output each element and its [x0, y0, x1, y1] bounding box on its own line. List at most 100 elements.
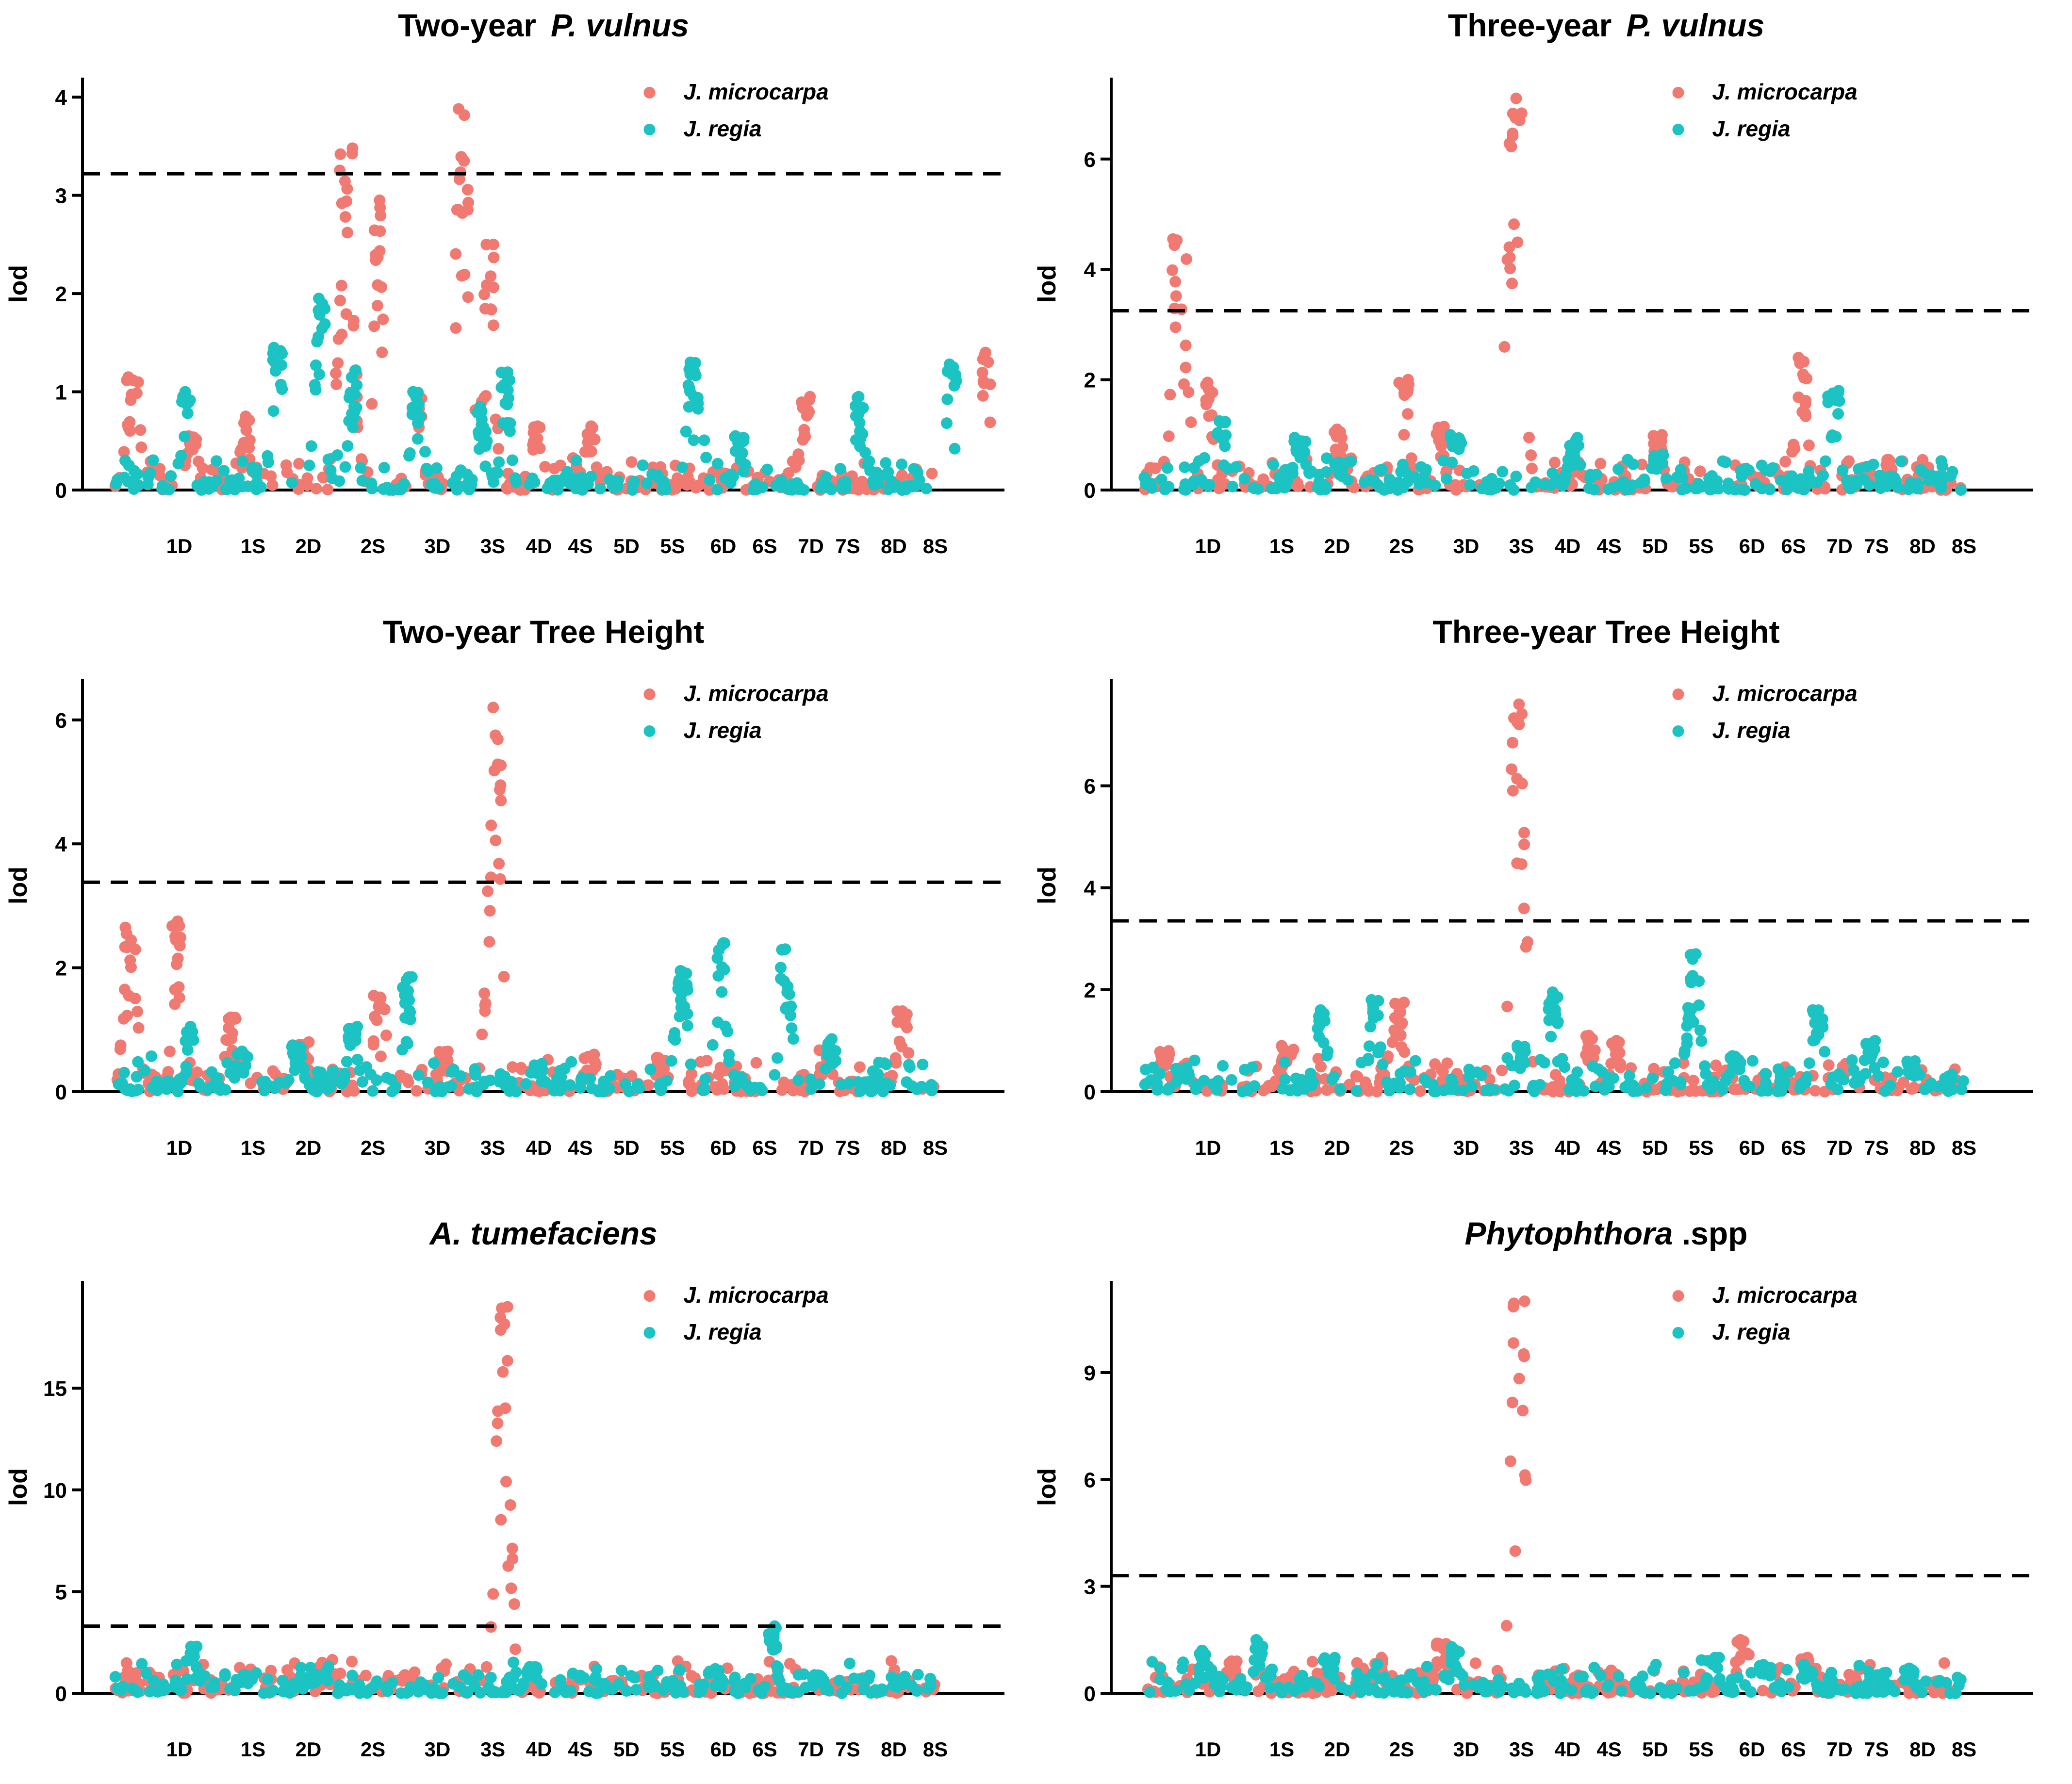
data-point [386, 1085, 398, 1097]
x-tick-label: 2S [1389, 1136, 1414, 1159]
peak-point [341, 195, 353, 207]
data-point [1522, 936, 1534, 948]
data-point [140, 1668, 152, 1680]
peak-point [289, 1064, 301, 1076]
data-point [462, 291, 474, 303]
data-point [404, 447, 416, 459]
x-tick-label: 7S [835, 1738, 860, 1761]
data-point [1164, 389, 1176, 401]
peak-point [347, 421, 359, 433]
data-point [458, 1669, 470, 1681]
x-tick-label: 5S [660, 535, 685, 557]
peak-point [188, 1651, 200, 1663]
peak-point [312, 331, 325, 343]
data-point [1841, 475, 1853, 487]
data-point [165, 470, 177, 482]
peak-point [368, 320, 380, 332]
x-tick-label: 1D [166, 535, 193, 557]
y-tick-label: 1 [55, 381, 67, 405]
data-point [1321, 452, 1333, 464]
data-point [891, 1681, 903, 1693]
series-regia [110, 293, 962, 496]
data-point [1938, 1657, 1950, 1669]
data-point [332, 357, 344, 369]
data-point [1526, 462, 1538, 475]
data-point [1229, 1679, 1241, 1691]
data-point [1504, 262, 1516, 275]
data-point [351, 1054, 363, 1066]
x-tick-label: 8D [881, 535, 907, 557]
data-point [925, 1079, 937, 1091]
data-point [1818, 1680, 1830, 1692]
x-tick-label: 2S [1389, 535, 1414, 557]
data-point [1267, 458, 1280, 471]
y-tick-label: 6 [1084, 148, 1096, 172]
data-point [698, 434, 710, 446]
data-point [492, 1405, 504, 1417]
peak-point [296, 1050, 308, 1063]
data-point [1504, 1455, 1516, 1467]
data-point [864, 1669, 876, 1682]
legend-label-regia: J. regia [684, 1319, 762, 1344]
data-point [500, 1475, 512, 1488]
data-point [1811, 476, 1823, 489]
peak-point [984, 416, 996, 428]
data-point [686, 1068, 698, 1080]
data-point [1400, 466, 1412, 478]
data-point [1355, 1057, 1367, 1069]
data-point [1154, 1068, 1166, 1080]
data-point [1518, 827, 1530, 839]
data-point [630, 1684, 642, 1696]
data-point [513, 1685, 526, 1697]
data-point [750, 1057, 762, 1069]
peak-point [180, 1066, 192, 1079]
data-point [1660, 473, 1672, 485]
peak-point [461, 183, 474, 196]
data-point [1513, 1684, 1525, 1696]
x-tick-label: 2S [361, 1738, 385, 1761]
x-tick-label: 3D [425, 1738, 451, 1761]
data-point [1786, 470, 1798, 482]
data-point [1388, 1686, 1400, 1698]
data-point [1644, 1687, 1657, 1699]
data-point [1627, 1085, 1639, 1097]
peak-point [1254, 1650, 1266, 1662]
peak-point [336, 328, 348, 341]
peak-point [1687, 1016, 1699, 1028]
peak-point [334, 148, 346, 160]
peak-point [859, 446, 872, 458]
x-tick-label: 3D [1453, 535, 1480, 557]
y-tick-label: 3 [1084, 1575, 1096, 1599]
peak-point [536, 1076, 548, 1088]
data-point [1589, 1080, 1601, 1093]
data-point [1749, 478, 1761, 490]
x-tick-label: 7S [1864, 535, 1889, 557]
data-point [329, 367, 342, 379]
data-point [787, 1033, 799, 1045]
data-point [867, 1065, 879, 1077]
data-point [491, 466, 503, 478]
peak-point [375, 1050, 387, 1063]
data-point [208, 1676, 220, 1688]
x-tick-label: 8D [1909, 535, 1936, 557]
y-tick-label: 4 [1084, 877, 1096, 900]
x-tick-label: 8D [881, 1136, 907, 1159]
y-tick-label: 0 [1084, 1682, 1096, 1706]
data-point [872, 1075, 885, 1087]
x-tick-label: 6D [710, 1738, 737, 1761]
y-tick-label: 6 [1084, 1468, 1096, 1492]
peak-point [339, 211, 351, 223]
data-point [430, 462, 443, 474]
peak-point [494, 1311, 507, 1324]
data-point [118, 446, 130, 458]
peak-point [1693, 975, 1705, 987]
data-point [333, 475, 345, 487]
data-point [371, 1675, 383, 1687]
data-point [1523, 431, 1535, 443]
data-point [591, 1663, 603, 1675]
data-point [1421, 1660, 1433, 1672]
peak-point [480, 390, 492, 402]
data-point [1428, 1672, 1440, 1684]
data-point [1897, 1076, 1909, 1088]
data-point [1595, 458, 1607, 470]
